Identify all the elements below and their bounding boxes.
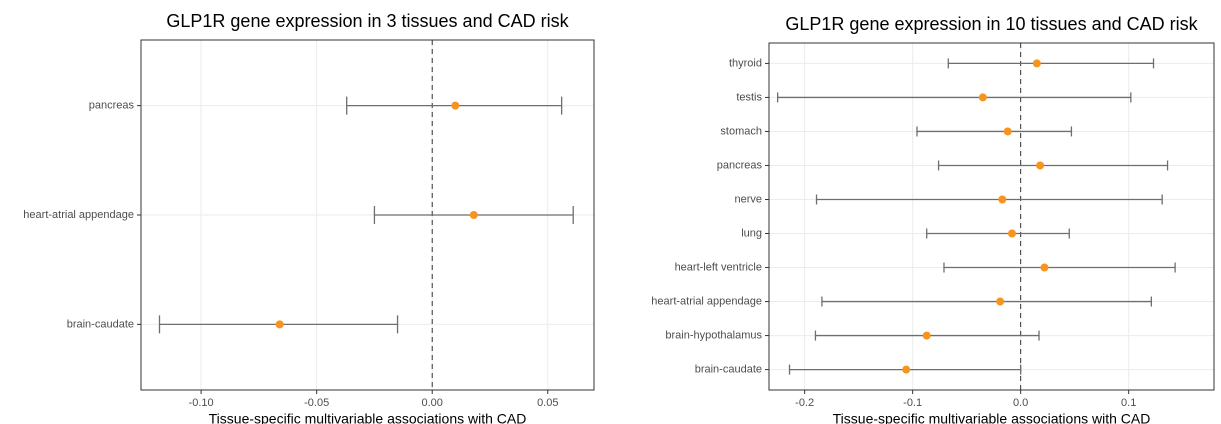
point <box>1003 127 1012 136</box>
y-tick-label: heart-atrial appendage <box>651 295 762 307</box>
y-tick-label: heart-atrial appendage <box>23 209 134 221</box>
point <box>451 101 460 110</box>
point <box>998 195 1007 204</box>
x-tick-label: 0.0 <box>1013 397 1028 409</box>
x-axis-title: Tissue-specific multivariable associatio… <box>833 411 1151 424</box>
y-tick-label: brain-caudate <box>695 363 762 375</box>
point <box>922 331 931 340</box>
x-tick-label: 0.00 <box>422 397 443 409</box>
point <box>1036 161 1045 170</box>
plot-border <box>768 42 1215 391</box>
x-tick-label: 0.1 <box>1121 397 1136 409</box>
point <box>902 365 911 374</box>
y-tick-label: lung <box>741 227 762 239</box>
plot-border <box>140 39 595 391</box>
y-tick-label: thyroid <box>729 57 762 69</box>
x-tick-label: 0.05 <box>537 397 558 409</box>
point <box>1032 59 1041 68</box>
point <box>1040 263 1049 272</box>
plot-panel <box>769 43 1214 390</box>
point <box>469 211 478 219</box>
y-tick-label: heart-left ventricle <box>675 261 762 273</box>
x-tick-label: -0.1 <box>903 397 922 409</box>
point <box>996 297 1005 306</box>
point <box>978 93 987 102</box>
x-tick-label: -0.05 <box>304 397 329 409</box>
x-axis-title: Tissue-specific multivariable associatio… <box>209 411 527 424</box>
chart-title: GLP1R gene expression in 10 tissues and … <box>785 14 1198 34</box>
y-tick-label: testis <box>736 91 762 103</box>
y-tick-label: brain-caudate <box>67 318 134 330</box>
x-tick-label: -0.2 <box>795 397 814 409</box>
y-tick-label: stomach <box>720 125 762 137</box>
point <box>1008 229 1017 238</box>
x-tick-label: -0.10 <box>189 397 214 409</box>
y-tick-label: brain-hypothalamus <box>665 329 762 341</box>
y-tick-label: pancreas <box>717 159 763 171</box>
y-tick-label: nerve <box>734 193 762 205</box>
y-tick-label: pancreas <box>89 100 135 112</box>
point <box>275 320 284 329</box>
chart-title: GLP1R gene expression in 3 tissues and C… <box>166 11 569 31</box>
